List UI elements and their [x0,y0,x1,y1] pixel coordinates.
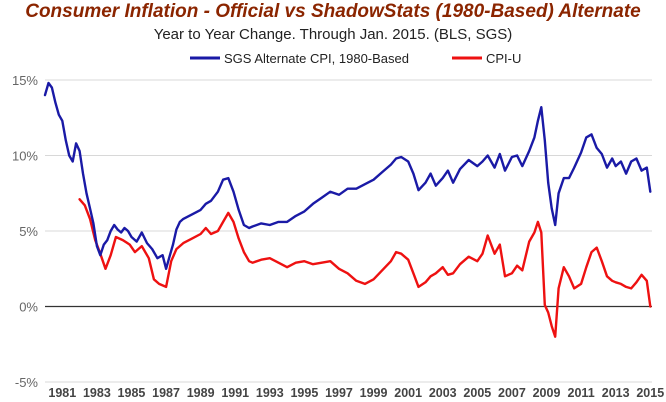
x-tick-label: 2007 [498,386,526,400]
x-tick-label: 2009 [533,386,561,400]
x-axis-tick-labels: 1981 1983 1985 1987 1989 1991 1993 1995 1997 1999… [48,386,664,400]
legend: SGS Alternate CPI, 1980-Based CPI-U [190,51,521,66]
x-tick-label: 2011 [568,386,595,400]
gridlines [45,79,652,383]
series-lines [43,81,652,338]
y-tick-label: 0% [19,300,38,315]
x-tick-label: 2003 [429,386,457,400]
y-tick-label: -5% [15,375,39,390]
x-tick-label: 2005 [463,386,491,400]
y-tick-label: 5% [19,224,38,239]
x-tick-label: 1985 [118,386,146,400]
x-tick-label: 1991 [221,386,249,400]
chart-title: Consumer Inflation - Official vs ShadowS… [25,1,641,22]
x-tick-label: 1983 [83,386,111,400]
x-tick-label: 1997 [325,386,353,400]
y-tick-label: 15% [12,73,38,88]
x-tick-label: 1995 [290,386,318,400]
y-tick-label: 10% [12,149,38,164]
chart-subtitle: Year to Year Change. Through Jan. 2015. … [153,26,513,43]
x-tick-label: 2001 [394,386,422,400]
x-tick-label: 2013 [602,386,630,400]
legend-label-0: SGS Alternate CPI, 1980-Based [224,51,409,66]
series-line-0 [43,81,652,270]
x-tick-label: 1993 [256,386,284,400]
x-tick-label: 2015 [636,386,664,400]
legend-label-1: CPI-U [486,51,521,66]
x-tick-label: 1987 [152,386,180,400]
x-tick-label: 1981 [48,386,76,400]
x-tick-label: 1989 [187,386,215,400]
y-axis-tick-labels: -5% 0% 5% 10% 15% [12,73,38,390]
series-line-1 [78,198,652,338]
x-tick-label: 1999 [360,386,388,400]
